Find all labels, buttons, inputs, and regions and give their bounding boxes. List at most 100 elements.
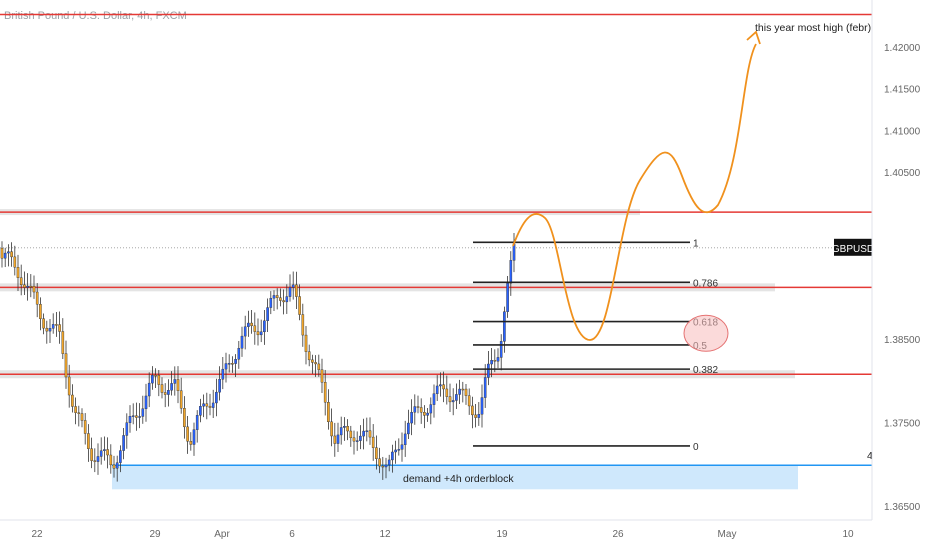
candle-body xyxy=(483,377,487,398)
candle-body xyxy=(253,325,257,332)
candle-body xyxy=(311,359,314,363)
y-tick-label: 1.42000 xyxy=(884,43,921,54)
candle-body xyxy=(109,454,113,466)
x-tick-label: 19 xyxy=(496,529,508,540)
candle-body xyxy=(365,430,369,432)
candle-body xyxy=(211,402,215,408)
candle-body xyxy=(93,460,97,462)
candle-body xyxy=(439,384,442,387)
demand-zone xyxy=(112,465,798,490)
candle-body xyxy=(16,267,20,278)
candle-body xyxy=(80,413,84,421)
candle-body xyxy=(199,406,202,416)
candle-body xyxy=(474,414,477,418)
candle-body xyxy=(221,368,225,380)
y-tick-label: 1.38500 xyxy=(884,335,921,346)
chart-title: British Pound / U.S. Dollar, 4h, FXCM xyxy=(4,10,187,22)
candle-body xyxy=(416,406,420,408)
candle-body xyxy=(135,415,138,418)
candle-body xyxy=(106,449,109,456)
y-tick-label: 1.41500 xyxy=(884,85,921,96)
y-tick-label: 1.41000 xyxy=(884,126,921,137)
candle-body xyxy=(77,412,81,414)
candle-body xyxy=(259,331,263,336)
candle-body xyxy=(397,449,401,451)
candle-body xyxy=(461,388,465,391)
candle-body xyxy=(327,402,330,423)
candle-body xyxy=(298,296,301,315)
x-tick-label: May xyxy=(718,529,737,540)
candle-body xyxy=(61,331,65,354)
candle-body xyxy=(83,420,87,434)
zone-annotation: demand +4h orderblock xyxy=(403,473,514,485)
candle-body xyxy=(208,405,212,408)
candle-body xyxy=(45,327,49,332)
candle-body xyxy=(429,404,433,414)
candle-body xyxy=(0,247,4,259)
candle-body xyxy=(147,382,151,397)
candle-body xyxy=(157,374,161,385)
candle-body xyxy=(423,412,426,416)
candle-body xyxy=(413,406,417,413)
y-tick-label: 1.36500 xyxy=(884,502,921,513)
candle-body xyxy=(160,384,164,393)
candle-body xyxy=(336,434,340,444)
candle-body xyxy=(151,374,154,384)
golden-zone-highlight xyxy=(683,314,729,352)
candle-body xyxy=(176,379,180,391)
candle-body xyxy=(170,383,173,391)
candle-body xyxy=(250,322,253,327)
x-tick-label: 10 xyxy=(842,529,854,540)
candle-body xyxy=(64,353,68,378)
candle-body xyxy=(48,328,52,332)
candle-body xyxy=(477,414,481,418)
candle-body xyxy=(333,435,337,444)
candle-body xyxy=(487,363,490,378)
candle-body xyxy=(375,447,378,459)
candle-body xyxy=(307,351,311,361)
candle-body xyxy=(202,403,205,407)
candle-body xyxy=(115,462,119,469)
candle-body xyxy=(496,357,500,362)
candle-body xyxy=(448,396,452,403)
candle-body xyxy=(99,450,103,457)
candle-body xyxy=(378,458,381,467)
fib-level-label: 0 xyxy=(693,442,699,453)
candle-body xyxy=(400,444,404,450)
candle-body xyxy=(403,433,407,445)
fib-level-label: 1 xyxy=(693,238,699,249)
candle-body xyxy=(3,252,7,259)
candle-body xyxy=(247,322,250,327)
candle-body xyxy=(167,390,170,395)
candle-body xyxy=(87,433,90,449)
candle-body xyxy=(227,363,231,365)
candle-body xyxy=(125,422,129,436)
x-tick-label: 12 xyxy=(379,529,391,540)
candle-body xyxy=(301,314,305,336)
candle-body xyxy=(195,415,199,430)
candle-body xyxy=(394,449,397,453)
candle-body xyxy=(467,395,471,407)
candle-body xyxy=(173,379,177,384)
candle-body xyxy=(384,464,388,468)
candle-body xyxy=(282,300,285,303)
candle-body xyxy=(435,385,439,394)
candle-body xyxy=(23,284,26,288)
candle-body xyxy=(314,362,317,365)
candle-body xyxy=(237,348,241,360)
y-tick-label: 1.37500 xyxy=(884,419,921,430)
candle-body xyxy=(471,405,474,416)
candle-body xyxy=(512,243,516,261)
candle-body xyxy=(42,318,45,329)
candle-body xyxy=(275,295,279,298)
candle-body xyxy=(506,283,509,312)
candle-body xyxy=(26,285,29,288)
candle-body xyxy=(269,297,273,308)
candle-body xyxy=(218,379,221,393)
candle-body xyxy=(272,295,276,299)
candle-body xyxy=(381,465,385,468)
candle-body xyxy=(10,251,13,258)
candle-body xyxy=(112,464,116,469)
candle-body xyxy=(13,256,17,268)
